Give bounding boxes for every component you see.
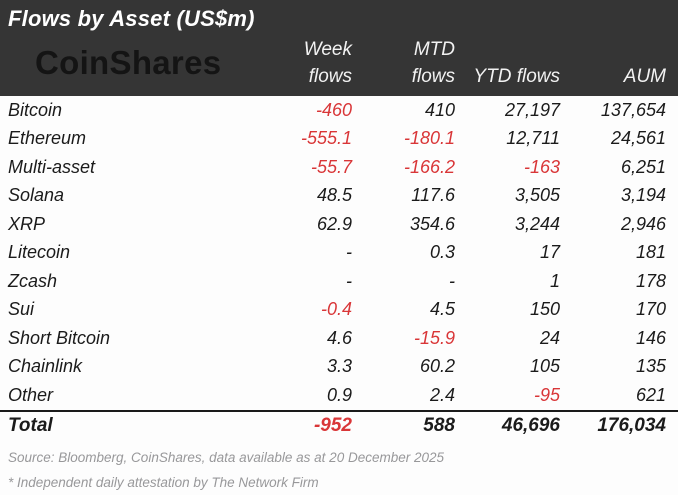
week-flows-value: 62.9 xyxy=(316,213,352,234)
week-flows-value: 4.6 xyxy=(326,327,352,348)
asset-name: Ethereum xyxy=(8,128,87,149)
week-flows-value: -555.1 xyxy=(300,128,352,149)
week-flows-value: -0.4 xyxy=(320,299,352,320)
table-row: XRP 62.9 354.6 3,244 2,946 xyxy=(0,210,678,239)
aum-value: 181 xyxy=(635,242,666,263)
ytd-flows-value: -95 xyxy=(533,384,560,405)
aum-value: 3,194 xyxy=(620,185,666,206)
ytd-flows-value: 150 xyxy=(529,299,560,320)
week-flows-value: 0.9 xyxy=(326,384,352,405)
mtd-flows-value: -15.9 xyxy=(413,327,455,348)
total-label: Total xyxy=(8,414,53,436)
asset-name: Other xyxy=(8,384,54,405)
ytd-flows-value: -163 xyxy=(523,156,560,177)
mtd-flows-value: - xyxy=(449,270,455,291)
total-mtd-flows-value: 588 xyxy=(423,414,455,436)
mtd-flows-value: 117.6 xyxy=(411,185,455,206)
column-header-aum: AUM xyxy=(623,66,666,88)
week-flows-value: -55.7 xyxy=(310,156,352,177)
figure-header: Flows by Asset (US$m) CoinShares Week fl… xyxy=(0,0,678,96)
mtd-flows-value: 60.2 xyxy=(419,356,455,377)
week-flows-value: -460 xyxy=(315,99,352,120)
asset-name: XRP xyxy=(8,213,46,234)
aum-value: 24,561 xyxy=(610,128,666,149)
mtd-flows-value: -166.2 xyxy=(403,156,455,177)
week-flows-value: - xyxy=(346,270,352,291)
week-flows-value: 3.3 xyxy=(326,356,352,377)
table-total-row: Total -952 588 46,696 176,034 xyxy=(0,409,678,440)
table-row: Chainlink 3.3 60.2 105 135 xyxy=(0,353,678,382)
aum-value: 621 xyxy=(635,384,666,405)
table-row: Litecoin - 0.3 17 181 xyxy=(0,239,678,268)
aum-value: 146 xyxy=(635,327,666,348)
total-ytd-flows-value: 46,696 xyxy=(501,414,560,436)
mtd-flows-value: -180.1 xyxy=(403,128,455,149)
column-header-week-flows: Week flows xyxy=(303,38,352,88)
table-row: Solana 48.5 117.6 3,505 3,194 xyxy=(0,182,678,211)
asset-name: Litecoin xyxy=(8,242,71,263)
table-row: Zcash - - 1 178 xyxy=(0,267,678,296)
column-header-mtd-flows: MTD flows xyxy=(411,38,455,88)
aum-value: 2,946 xyxy=(620,213,666,234)
figure-footer: Source: Bloomberg, CoinShares, data avai… xyxy=(0,440,678,491)
asset-flows-table: Bitcoin -460 410 27,197 137,654 Ethereum… xyxy=(0,96,678,440)
brand-logo-cell: CoinShares xyxy=(8,31,240,91)
asset-name: Zcash xyxy=(8,270,58,291)
ytd-flows-value: 3,505 xyxy=(514,185,560,206)
column-header-row: CoinShares Week flows MTD flows YTD flow… xyxy=(0,31,678,96)
mtd-flows-value: 354.6 xyxy=(409,213,455,234)
week-flows-value: - xyxy=(346,242,352,263)
source-note: Source: Bloomberg, CoinShares, data avai… xyxy=(8,449,445,465)
aum-value: 170 xyxy=(635,299,666,320)
mtd-flows-value: 410 xyxy=(424,99,455,120)
mtd-flows-value: 2.4 xyxy=(429,384,455,405)
table-row: Sui -0.4 4.5 150 170 xyxy=(0,296,678,325)
table-row: Multi-asset -55.7 -166.2 -163 6,251 xyxy=(0,153,678,182)
aum-value: 178 xyxy=(635,270,666,291)
aum-value: 135 xyxy=(635,356,666,377)
column-header-ytd-flows: YTD flows xyxy=(473,66,560,88)
mtd-flows-value: 0.3 xyxy=(429,242,455,263)
ytd-flows-value: 24 xyxy=(539,327,560,348)
total-aum-value: 176,034 xyxy=(597,414,666,436)
mtd-flows-value: 4.5 xyxy=(429,299,455,320)
ytd-flows-value: 1 xyxy=(549,270,560,291)
week-flows-value: 48.5 xyxy=(316,185,352,206)
asset-name: Bitcoin xyxy=(8,99,63,120)
asset-name: Short Bitcoin xyxy=(8,327,111,348)
asset-name: Chainlink xyxy=(8,356,83,377)
aum-value: 137,654 xyxy=(600,99,666,120)
attestation-note: * Independent daily attestation by The N… xyxy=(8,474,319,490)
figure-title: Flows by Asset (US$m) xyxy=(8,6,255,31)
aum-value: 6,251 xyxy=(620,156,666,177)
table-row: Other 0.9 2.4 -95 621 xyxy=(0,381,678,410)
table-row: Bitcoin -460 410 27,197 137,654 xyxy=(0,96,678,125)
table-row: Short Bitcoin 4.6 -15.9 24 146 xyxy=(0,324,678,353)
asset-name: Sui xyxy=(8,299,35,320)
coinshares-logo: CoinShares xyxy=(35,44,222,82)
table-row: Ethereum -555.1 -180.1 12,711 24,561 xyxy=(0,125,678,154)
ytd-flows-value: 17 xyxy=(539,242,560,263)
asset-name: Multi-asset xyxy=(8,156,96,177)
ytd-flows-value: 27,197 xyxy=(504,99,560,120)
asset-name: Solana xyxy=(8,185,65,206)
ytd-flows-value: 3,244 xyxy=(514,213,560,234)
ytd-flows-value: 12,711 xyxy=(506,128,560,149)
total-week-flows-value: -952 xyxy=(313,414,352,436)
ytd-flows-value: 105 xyxy=(529,356,560,377)
